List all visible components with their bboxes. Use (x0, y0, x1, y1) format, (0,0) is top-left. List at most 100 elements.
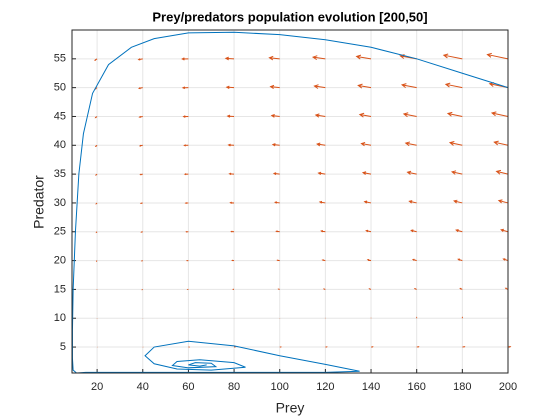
arrow (365, 229, 372, 233)
arrow (229, 201, 235, 204)
arrow (502, 258, 509, 262)
arrow (94, 144, 98, 148)
y-tick-label: 50 (54, 82, 66, 94)
x-tick-label: 100 (271, 381, 289, 393)
x-tick-label: 60 (182, 381, 194, 393)
arrow (269, 84, 280, 89)
arrow (497, 199, 509, 204)
y-tick-label: 25 (54, 226, 66, 238)
arrow (459, 287, 463, 290)
arrow (225, 85, 235, 90)
arrow (490, 111, 509, 117)
arrow (406, 170, 417, 175)
arrow (274, 201, 280, 204)
y-tick-label: 10 (54, 312, 66, 324)
arrow (400, 83, 417, 89)
arrow (402, 112, 417, 118)
x-tick-label: 200 (499, 381, 517, 393)
y-tick-label: 55 (54, 53, 66, 65)
arrow (184, 202, 189, 204)
arrow (448, 141, 463, 146)
arrow (181, 86, 189, 90)
arrow (270, 114, 280, 118)
arrow (272, 172, 280, 176)
arrow (268, 55, 280, 61)
arrow (363, 200, 372, 204)
arrow (228, 172, 235, 176)
arrow (446, 111, 463, 117)
y-tick-label: 20 (54, 254, 66, 266)
arrow (357, 83, 372, 89)
arrow (138, 115, 143, 118)
trajectory (71, 31, 509, 374)
arrow (94, 58, 98, 61)
arrow (404, 141, 417, 147)
arrow (95, 202, 98, 205)
arrow (276, 259, 280, 262)
y-tick-label: 5 (60, 341, 66, 353)
arrow (358, 112, 372, 118)
y-tick-label: 45 (54, 110, 66, 122)
x-tick-label: 160 (408, 381, 426, 393)
arrow (227, 143, 235, 147)
y-tick-label: 30 (54, 197, 66, 209)
arrow (275, 230, 280, 233)
arrow (318, 200, 326, 204)
arrow (139, 202, 143, 205)
x-tick-label: 80 (228, 381, 240, 393)
y-tick-label: 40 (54, 139, 66, 151)
arrow (313, 84, 326, 89)
arrow (138, 87, 143, 90)
arrow (314, 113, 326, 118)
arrow (360, 142, 372, 147)
arrow (317, 171, 326, 176)
arrow (183, 144, 189, 147)
arrow (181, 57, 189, 61)
arrow (95, 231, 98, 234)
arrow (450, 170, 463, 175)
arrow (408, 200, 417, 204)
arrow (493, 140, 509, 146)
arrow (453, 199, 463, 204)
arrow (224, 56, 235, 61)
arrow (321, 259, 326, 262)
arrow (355, 54, 372, 60)
arrow (137, 58, 143, 61)
arrow (368, 288, 372, 290)
arrow (320, 230, 326, 233)
arrow (311, 55, 326, 61)
arrow (413, 288, 417, 290)
arrow (230, 230, 235, 233)
arrow (411, 258, 417, 262)
arrow (486, 52, 509, 60)
arrow (416, 346, 420, 348)
arrow (231, 259, 235, 262)
y-tick-label: 15 (54, 283, 66, 295)
arrow (316, 142, 326, 147)
arrow (442, 53, 463, 60)
arrow (455, 229, 463, 233)
arrow (495, 169, 509, 175)
y-axis-label: Predator (31, 175, 47, 229)
arrow (366, 258, 372, 262)
arrow (500, 228, 509, 233)
x-tick-label: 40 (137, 381, 149, 393)
x-tick-label: 180 (453, 381, 471, 393)
arrow (410, 229, 417, 233)
x-tick-label: 140 (362, 381, 380, 393)
arrow (361, 171, 372, 175)
arrow (370, 346, 374, 348)
x-axis-label: Prey (276, 400, 305, 416)
axes-box (71, 29, 509, 374)
arrow (139, 173, 143, 176)
x-tick-label: 20 (91, 381, 103, 393)
arrow (185, 231, 189, 233)
y-tick-label: 35 (54, 168, 66, 180)
chart-title: Prey/predators population evolution [200… (152, 9, 427, 24)
arrow (322, 288, 326, 290)
x-tick-label: 120 (316, 381, 334, 393)
arrow (226, 114, 235, 118)
arrow (182, 115, 189, 118)
arrow (457, 258, 463, 262)
